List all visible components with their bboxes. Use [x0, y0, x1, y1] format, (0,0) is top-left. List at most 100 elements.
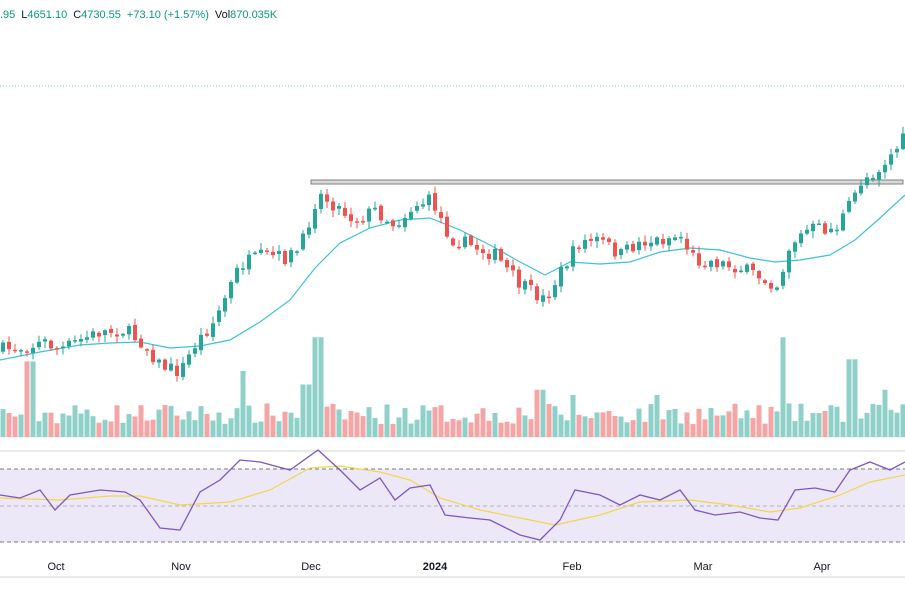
candle-body	[205, 333, 209, 336]
volume-bar	[528, 419, 534, 437]
volume-bar	[42, 412, 48, 437]
volume-bar	[102, 419, 108, 437]
volume-bar	[90, 416, 96, 437]
candle-body	[835, 229, 839, 232]
candle-body	[517, 269, 521, 288]
volume-bar	[888, 409, 894, 437]
candle-body	[805, 229, 809, 234]
volume-bar	[306, 384, 312, 437]
candle-body	[55, 348, 59, 350]
candle-body	[739, 270, 743, 273]
volume-bar	[408, 423, 414, 437]
volume-bar	[654, 395, 660, 437]
candle-body	[883, 164, 887, 173]
candle-body	[733, 269, 737, 273]
volume-bar	[384, 404, 390, 437]
candle-body	[463, 236, 467, 248]
candle-body	[691, 250, 695, 253]
candle-body	[529, 279, 533, 286]
volume-bar	[390, 424, 396, 437]
low-value: 4651.10	[27, 9, 68, 21]
volume-bar	[18, 414, 24, 437]
candle-body	[679, 236, 683, 239]
candle-body	[49, 340, 53, 349]
candle-body	[829, 228, 833, 233]
candle-body	[565, 266, 569, 269]
candle-body	[385, 221, 389, 224]
volume-bar	[462, 417, 468, 437]
volume-bar	[546, 404, 552, 437]
candle-body	[421, 204, 425, 207]
x-tick-label: Oct	[47, 561, 64, 573]
candle-body	[817, 223, 821, 226]
candle-body	[757, 271, 761, 279]
candle-body	[643, 241, 647, 246]
volume-bar	[594, 412, 600, 437]
volume-bar	[168, 405, 174, 437]
volume-bar	[696, 408, 702, 437]
candle-body	[181, 363, 185, 377]
candle-body	[655, 237, 659, 245]
x-tick-label: Dec	[301, 561, 321, 573]
candle-body	[391, 220, 395, 227]
volume-bar	[534, 389, 540, 437]
volume-bar	[270, 415, 276, 437]
volume-bar	[774, 411, 780, 437]
candle-body	[163, 359, 167, 370]
volume-bars	[0, 337, 905, 437]
candle-body	[571, 246, 575, 267]
volume-bar	[120, 422, 126, 437]
volume-bar	[720, 415, 726, 437]
candle-body	[535, 286, 539, 301]
x-tick-label: Mar	[694, 561, 713, 573]
volume-bar	[786, 403, 792, 437]
candle-body	[511, 265, 515, 271]
volume-bar	[876, 405, 882, 437]
volume-bar	[198, 406, 204, 437]
candle-body	[31, 347, 35, 353]
candle-body	[241, 268, 245, 270]
candle-body	[301, 233, 305, 250]
volume-bar	[486, 420, 492, 437]
volume-bar	[186, 411, 192, 437]
candle-body	[229, 281, 233, 299]
candle-body	[751, 263, 755, 271]
candle-body	[859, 185, 863, 194]
candle-body	[151, 349, 155, 363]
volume-bar	[864, 412, 870, 437]
volume-bar	[828, 405, 834, 437]
volume-bar	[630, 420, 636, 437]
candle-body	[361, 221, 365, 223]
volume-bar	[858, 418, 864, 437]
candle-body	[103, 330, 107, 336]
volume-bar	[702, 419, 708, 437]
volume-bar	[126, 414, 132, 437]
volume-bar	[732, 403, 738, 437]
candle-body	[445, 216, 449, 237]
candle-body	[853, 192, 857, 202]
volume-bar	[582, 416, 588, 437]
candle-body	[373, 207, 377, 210]
volume-bar	[516, 407, 522, 437]
volume-bar	[894, 412, 900, 437]
candle-body	[25, 351, 29, 353]
volume-bar	[618, 416, 624, 437]
volume-bar	[276, 421, 282, 437]
change-value: +73.10 (+1.57%)	[126, 9, 209, 21]
volume-bar	[84, 409, 90, 437]
volume-bar	[852, 359, 858, 437]
candle-body	[37, 341, 41, 348]
volume-bar	[114, 405, 120, 437]
candle-body	[871, 177, 875, 180]
candle-body	[667, 238, 671, 246]
volume-bar	[708, 408, 714, 437]
resistance-line[interactable]	[310, 179, 904, 185]
candle-body	[325, 194, 329, 202]
volume-bar	[450, 418, 456, 437]
volume-bar	[804, 420, 810, 437]
volume-bar	[30, 361, 36, 437]
volume-bar	[336, 409, 342, 437]
candle-body	[313, 208, 317, 229]
candle-body	[169, 363, 173, 371]
